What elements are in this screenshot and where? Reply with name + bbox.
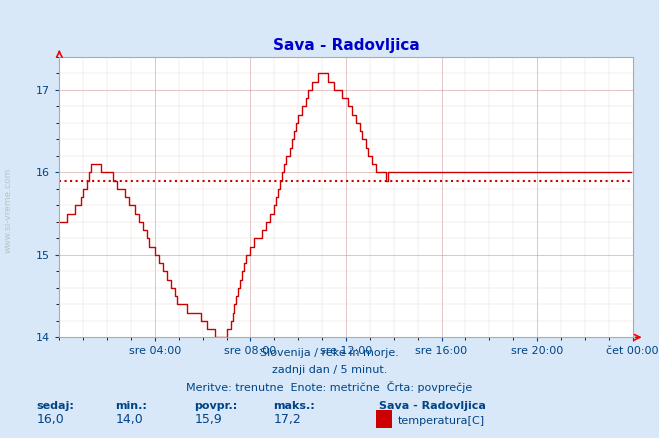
Text: 16,0: 16,0 xyxy=(36,413,64,426)
Text: 14,0: 14,0 xyxy=(115,413,143,426)
Text: sedaj:: sedaj: xyxy=(36,401,74,411)
Text: min.:: min.: xyxy=(115,401,147,411)
Text: zadnji dan / 5 minut.: zadnji dan / 5 minut. xyxy=(272,365,387,375)
Title: Sava - Radovljica: Sava - Radovljica xyxy=(273,38,419,53)
Text: Meritve: trenutne  Enote: metrične  Črta: povprečje: Meritve: trenutne Enote: metrične Črta: … xyxy=(186,381,473,393)
Text: www.si-vreme.com: www.si-vreme.com xyxy=(3,168,13,253)
Text: 15,9: 15,9 xyxy=(194,413,222,426)
Text: Slovenija / reke in morje.: Slovenija / reke in morje. xyxy=(260,348,399,358)
Text: 17,2: 17,2 xyxy=(273,413,301,426)
Text: temperatura[C]: temperatura[C] xyxy=(397,416,484,426)
Text: maks.:: maks.: xyxy=(273,401,315,411)
Text: povpr.:: povpr.: xyxy=(194,401,238,411)
Text: Sava - Radovljica: Sava - Radovljica xyxy=(379,401,486,411)
